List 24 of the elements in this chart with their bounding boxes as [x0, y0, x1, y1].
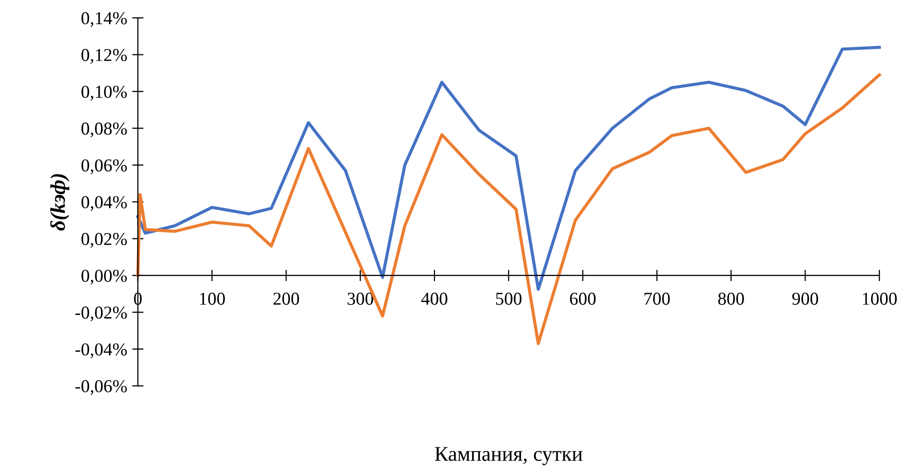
- y-tick-label: 0,04%: [81, 196, 127, 211]
- x-tick-label: 700: [644, 292, 670, 305]
- x-tick-label: 300: [348, 292, 374, 305]
- x-tick-label: 800: [718, 292, 744, 305]
- x-tick-label: 200: [273, 292, 300, 305]
- y-tick-label: 0,06%: [81, 159, 127, 174]
- x-axis-title: Кампания, сутки: [434, 447, 582, 466]
- y-tick-label: 0,00%: [81, 270, 127, 285]
- x-tick-label: 1000: [862, 292, 897, 305]
- x-tick-label: 600: [570, 292, 596, 305]
- x-tick-label: 400: [421, 292, 448, 305]
- y-tick-label: 0,02%: [81, 232, 127, 248]
- y-tick-label: 0,08%: [81, 122, 127, 138]
- x-tick-label: 900: [792, 292, 818, 305]
- y-tick-label: 0,14%: [81, 12, 127, 27]
- y-axis-title: δ(kэф): [50, 174, 70, 231]
- y-tick-label: 0,10%: [81, 86, 127, 100]
- y-tick-label: -0,04%: [75, 343, 127, 358]
- y-tick-label: -0,06%: [75, 380, 127, 395]
- y-tick-label: -0,02%: [75, 306, 127, 322]
- y-tick-label: 0,12%: [81, 48, 127, 64]
- line-series: [136, 46, 881, 291]
- x-tick-label: 100: [200, 292, 225, 305]
- x-tick-label: 500: [496, 292, 522, 305]
